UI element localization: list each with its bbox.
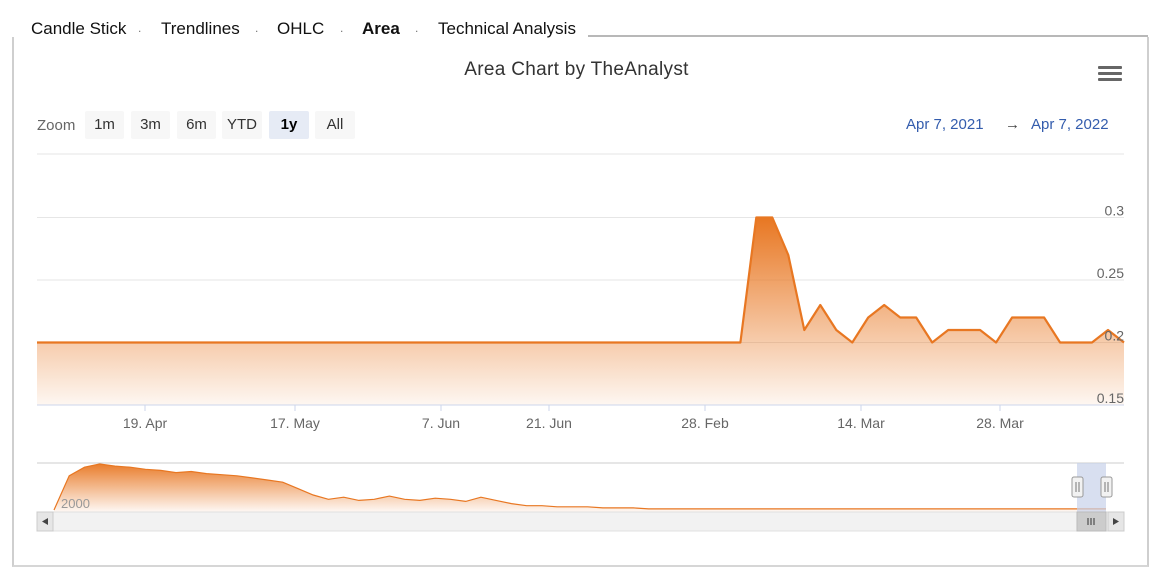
navigator-series-line xyxy=(53,463,1106,511)
tabs-underline xyxy=(588,35,1148,37)
scrollbar[interactable] xyxy=(36,511,1125,532)
grip-icon xyxy=(1087,518,1095,525)
zoom-button-ytd[interactable]: YTD xyxy=(222,111,262,139)
tab-separator: . xyxy=(340,21,344,35)
x-tick-label: 17. May xyxy=(270,415,320,431)
y-tick-label: 0.3 xyxy=(1105,203,1125,219)
navigator-handle-left[interactable] xyxy=(1071,476,1084,498)
x-tick-label: 28. Feb xyxy=(681,415,729,431)
chart-panel xyxy=(12,37,1149,567)
navigator-handle-right[interactable] xyxy=(1100,476,1113,498)
x-tick-label: 7. Jun xyxy=(422,415,460,431)
navigator-year-label: 2000 xyxy=(61,496,90,511)
tab-separator: . xyxy=(138,21,142,35)
y-tick-label: 0.2 xyxy=(1105,328,1125,344)
area-series-line[interactable] xyxy=(37,216,1125,344)
zoom-button-1y[interactable]: 1y xyxy=(269,111,309,139)
arrow-right-icon xyxy=(1113,518,1119,525)
tab-candle-stick[interactable]: Candle Stick xyxy=(31,19,127,38)
tab-ohlc[interactable]: OHLC xyxy=(277,19,325,38)
zoom-button-all[interactable]: All xyxy=(315,111,355,139)
range-arrow: → xyxy=(1005,116,1020,133)
chart-type-tabs: Candle Stick . Trendlines . OHLC . Area … xyxy=(12,0,1148,38)
x-tick-label: 28. Mar xyxy=(976,415,1024,431)
hamburger-menu-icon[interactable] xyxy=(1098,66,1122,86)
zoom-button-3m[interactable]: 3m xyxy=(131,111,170,139)
navigator-series-fill xyxy=(54,464,1106,512)
tab-technical-analysis[interactable]: Technical Analysis xyxy=(438,19,576,38)
scrollbar-track[interactable] xyxy=(36,511,1125,532)
tab-separator: . xyxy=(415,21,419,35)
tab-trendlines[interactable]: Trendlines xyxy=(161,19,240,38)
range-to-input[interactable]: Apr 7, 2022 xyxy=(1031,116,1109,133)
x-tick-label: 14. Mar xyxy=(837,415,885,431)
y-tick-label: 0.25 xyxy=(1097,265,1124,281)
zoom-button-6m[interactable]: 6m xyxy=(177,111,216,139)
chart-title: Area Chart by TheAnalyst xyxy=(464,59,689,80)
x-tick-label: 21. Jun xyxy=(526,415,572,431)
area-series-fill xyxy=(37,217,1124,405)
tab-separator: . xyxy=(255,21,259,35)
x-tick-label: 19. Apr xyxy=(123,415,168,431)
tab-area[interactable]: Area xyxy=(362,19,400,38)
navigator[interactable]: 2000 xyxy=(37,462,1124,512)
range-from-input[interactable]: Apr 7, 2021 xyxy=(906,116,984,133)
zoom-label: Zoom xyxy=(37,117,76,134)
y-tick-label: 0.15 xyxy=(1097,390,1124,406)
arrow-left-icon xyxy=(42,518,48,525)
zoom-button-1m[interactable]: 1m xyxy=(85,111,124,139)
